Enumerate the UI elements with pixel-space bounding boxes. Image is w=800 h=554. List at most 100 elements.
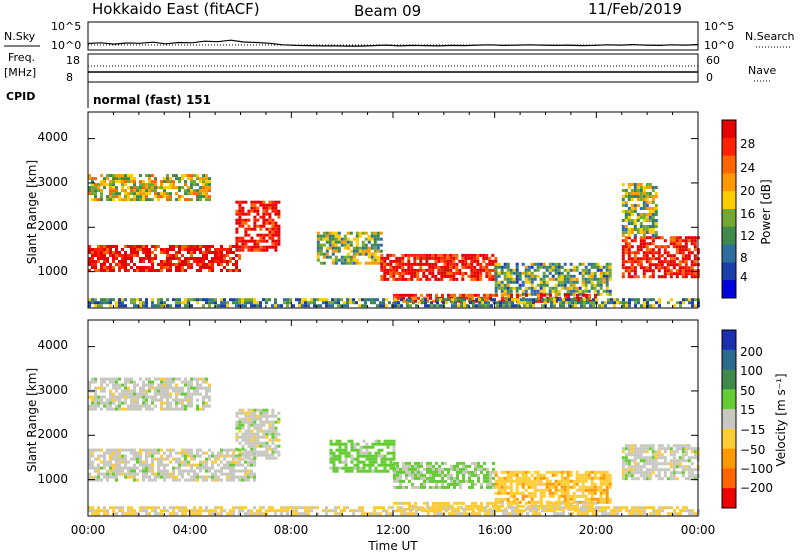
echo-cell [100,251,103,254]
echo-cell [268,426,272,430]
echo-cell [190,254,193,257]
echo-cell [160,472,163,476]
echo-cell [145,192,148,196]
echo-cell [669,242,673,246]
echo-cell [265,298,268,302]
echo-cell [566,479,570,483]
echo-cell [509,277,513,281]
echo-cell [193,512,196,516]
echo-cell [91,260,94,263]
echo-cell [322,261,326,265]
echo-cell [678,236,682,240]
echo-cell [268,206,272,210]
echo-cell [199,506,202,510]
echo-cell [130,472,133,476]
echo-cell [256,444,260,448]
echo-cell [223,254,226,257]
echo-cell [124,304,127,308]
echo-cell [202,192,205,196]
echo-cell [627,228,631,231]
echo-cell [414,461,417,465]
echo-cell [190,383,193,387]
echo-cell [334,258,338,262]
echo-cell [343,506,346,510]
echo-cell [124,454,127,458]
echo-cell [262,512,265,516]
echo-cell [450,473,453,477]
echo-cell [428,262,432,266]
echo-cell [596,497,600,501]
nave-tick-low: 0 [706,71,713,84]
echo-cell [590,479,594,483]
echo-cell [599,292,603,296]
echo-cell [244,438,248,442]
echo-cell [259,304,262,308]
echo-cell [395,262,399,266]
echo-cell [121,298,124,302]
echo-cell [633,444,637,448]
echo-cell [380,469,384,473]
echo-cell [443,253,447,257]
echo-cell [521,470,525,474]
power-cbar-tick-16: 16 [740,207,755,221]
echo-cell [106,451,109,455]
echo-cell [518,274,522,278]
echo-cell [310,509,313,513]
echo-cell [684,257,688,261]
echo-cell [103,186,106,190]
echo-cell [109,189,112,193]
echo-cell [569,262,573,266]
colorbar-swatch [722,226,736,246]
echo-cell [319,246,323,250]
echo-cell [616,298,619,302]
echo-cell [271,200,275,204]
echo-cell [500,286,504,290]
echo-cell [202,478,205,482]
echo-cell [645,225,649,228]
echo-cell [637,301,640,305]
echo-cell [555,293,558,297]
echo-cell [124,392,127,396]
echo-cell [115,466,118,470]
echo-cell [511,304,514,308]
echo-cell [590,262,594,266]
echo-cell [133,186,136,190]
echo-cell [393,470,396,474]
echo-cell [642,465,646,469]
echo-cell [575,268,579,272]
echo-cell [557,280,561,284]
echo-cell [247,218,251,222]
echo-cell [244,304,247,308]
echo-cell [100,189,103,193]
echo-cell [265,408,269,412]
echo-cell [456,479,459,483]
echo-cell [624,219,628,222]
echo-cell [587,274,591,278]
echo-cell [115,383,118,387]
echo-cell [148,395,151,399]
echo-cell [250,227,254,231]
echo-cell [103,454,106,458]
echo-cell [505,301,508,305]
echo-cell [669,471,673,475]
echo-cell [539,280,543,284]
echo-cell [235,221,239,225]
echo-cell [148,383,151,387]
echo-cell [190,401,193,405]
echo-cell [448,512,451,516]
echo-cell [163,260,166,263]
echo-cell [211,257,214,260]
echo-cell [530,491,534,495]
echo-cell [235,411,239,415]
echo-cell [109,404,112,408]
echo-cell [127,254,130,257]
echo-cell [481,509,484,513]
echo-cell [148,269,151,272]
echo-cell [687,474,691,478]
echo-cell [190,257,193,260]
echo-cell [484,512,487,516]
echo-cell [460,512,463,516]
echo-cell [518,482,522,486]
echo-cell [373,231,377,235]
echo-cell [337,246,341,250]
